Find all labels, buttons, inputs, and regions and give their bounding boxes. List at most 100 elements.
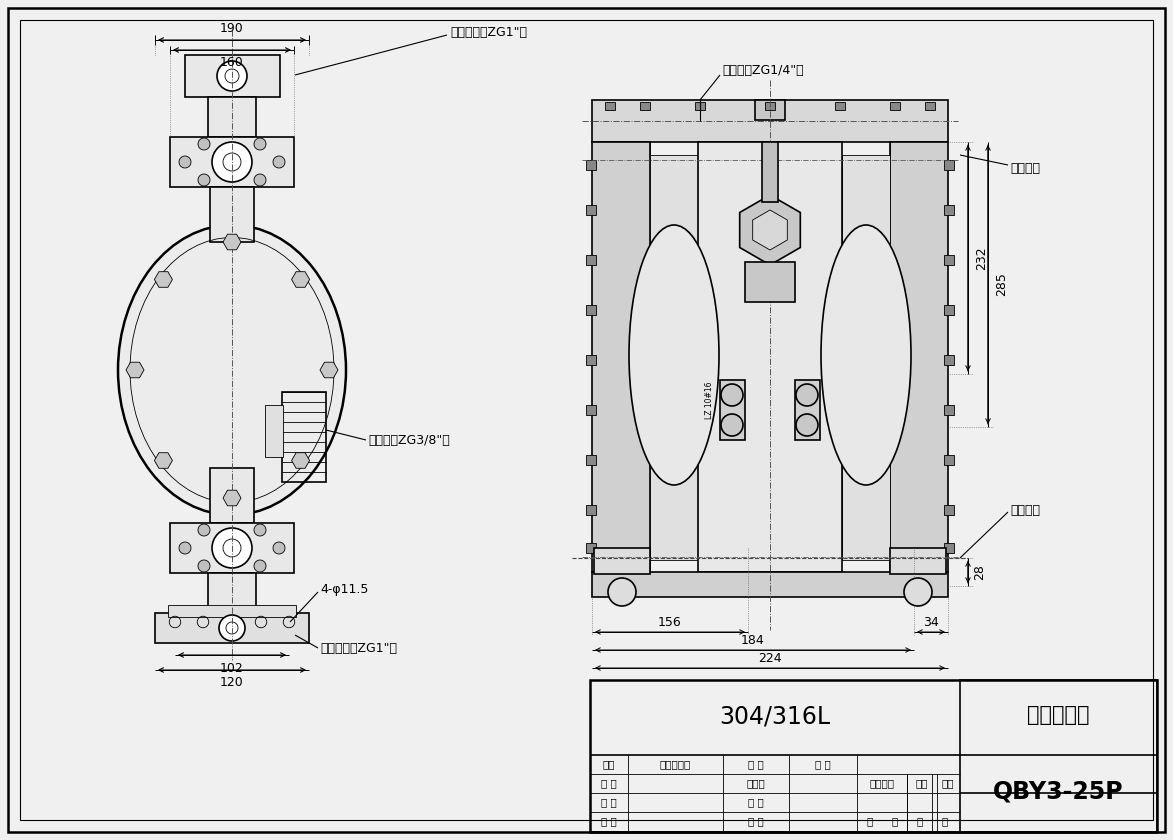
Polygon shape <box>126 362 144 378</box>
Text: 232: 232 <box>976 246 989 270</box>
Text: （出口）: （出口） <box>1010 161 1040 175</box>
Circle shape <box>198 560 210 572</box>
Circle shape <box>212 142 252 182</box>
Circle shape <box>255 560 266 572</box>
Bar <box>795 380 820 440</box>
Text: 更改文件号: 更改文件号 <box>659 759 691 769</box>
Bar <box>755 100 785 120</box>
Text: 285: 285 <box>996 272 1009 296</box>
Polygon shape <box>223 234 240 249</box>
Bar <box>745 262 795 302</box>
Bar <box>592 572 948 597</box>
Circle shape <box>225 69 239 83</box>
Bar <box>765 102 775 110</box>
Text: 共: 共 <box>867 816 873 826</box>
Text: 物料进口（ZG1"）: 物料进口（ZG1"） <box>320 642 396 654</box>
Bar <box>960 680 1157 832</box>
Bar <box>594 548 650 574</box>
Bar <box>586 455 596 465</box>
Bar <box>592 100 948 142</box>
Bar <box>944 205 954 215</box>
Text: 页: 页 <box>891 816 899 826</box>
Bar <box>170 523 294 573</box>
Bar <box>210 187 255 242</box>
Circle shape <box>255 524 266 536</box>
Bar <box>944 355 954 365</box>
Circle shape <box>721 414 743 436</box>
Bar <box>210 468 255 523</box>
Polygon shape <box>740 195 800 265</box>
Bar <box>698 142 842 572</box>
Polygon shape <box>753 210 787 250</box>
Bar <box>944 160 954 170</box>
Text: 224: 224 <box>758 653 782 665</box>
Circle shape <box>796 414 818 436</box>
Bar <box>586 543 596 553</box>
Text: 批 准: 批 准 <box>748 797 764 807</box>
Text: 日 期: 日 期 <box>748 816 764 826</box>
Polygon shape <box>155 453 172 469</box>
Bar <box>170 137 294 187</box>
Bar <box>208 573 256 613</box>
Circle shape <box>198 524 210 536</box>
Bar <box>155 613 308 643</box>
Text: （进口）: （进口） <box>1010 503 1040 517</box>
Circle shape <box>219 615 245 641</box>
Text: 34: 34 <box>923 617 938 629</box>
Circle shape <box>198 174 210 186</box>
Text: 4-φ11.5: 4-φ11.5 <box>320 584 368 596</box>
Text: 进气口（ZG1/4"）: 进气口（ZG1/4"） <box>723 64 804 76</box>
Bar <box>890 102 900 110</box>
Text: 工 艺: 工 艺 <box>601 816 617 826</box>
Ellipse shape <box>821 225 911 485</box>
Bar <box>586 205 596 215</box>
Text: LZ 10#16: LZ 10#16 <box>705 381 714 419</box>
Bar <box>650 155 698 560</box>
Text: 重量: 重量 <box>916 778 928 788</box>
Bar <box>890 548 945 574</box>
Bar <box>944 255 954 265</box>
Text: 安装尺寸图: 安装尺寸图 <box>1026 705 1090 725</box>
Text: 日 期: 日 期 <box>815 759 830 769</box>
Polygon shape <box>292 453 310 469</box>
Polygon shape <box>223 491 240 506</box>
Circle shape <box>226 622 238 634</box>
Text: QBY3-25P: QBY3-25P <box>992 780 1124 804</box>
Ellipse shape <box>118 225 346 515</box>
Circle shape <box>255 174 266 186</box>
Text: 190: 190 <box>221 22 244 34</box>
Bar <box>842 155 890 560</box>
Circle shape <box>255 138 266 150</box>
Bar <box>944 305 954 315</box>
Bar <box>944 505 954 515</box>
Circle shape <box>273 542 285 554</box>
Bar <box>586 255 596 265</box>
Polygon shape <box>320 362 338 378</box>
Circle shape <box>212 528 252 568</box>
Circle shape <box>273 156 285 168</box>
Bar <box>890 142 948 572</box>
Bar <box>640 102 650 110</box>
Circle shape <box>608 578 636 606</box>
Text: 160: 160 <box>221 55 244 69</box>
Text: 审 核: 审 核 <box>601 797 617 807</box>
Bar <box>168 605 296 617</box>
Text: 签 字: 签 字 <box>748 759 764 769</box>
Bar <box>592 142 650 572</box>
Text: 设 计: 设 计 <box>601 778 617 788</box>
Polygon shape <box>155 271 172 287</box>
Circle shape <box>179 542 191 554</box>
Circle shape <box>223 153 240 171</box>
Text: 第: 第 <box>917 816 923 826</box>
Bar <box>586 355 596 365</box>
Bar <box>605 102 615 110</box>
Bar <box>835 102 845 110</box>
Bar <box>762 142 778 202</box>
Bar <box>944 455 954 465</box>
Bar <box>185 55 280 97</box>
Bar <box>586 505 596 515</box>
Bar <box>265 405 283 457</box>
Text: 物料出口（ZG1"）: 物料出口（ZG1"） <box>450 25 527 39</box>
Text: 156: 156 <box>658 617 682 629</box>
Text: 184: 184 <box>741 634 765 648</box>
